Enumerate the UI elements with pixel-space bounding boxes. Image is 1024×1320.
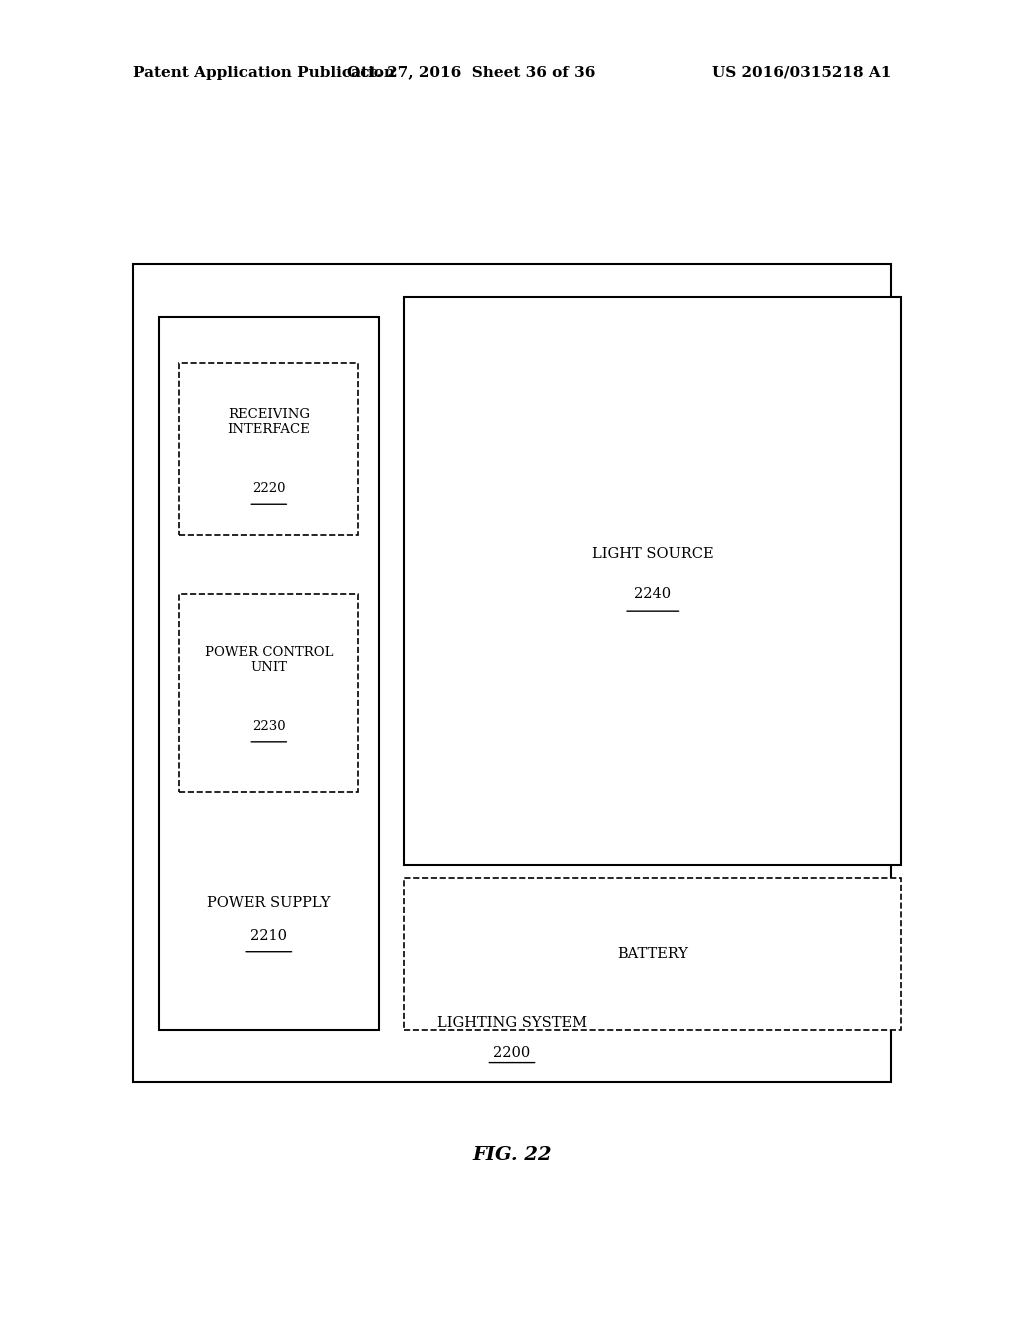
Text: 2240: 2240 — [634, 587, 672, 601]
Bar — [179, 594, 358, 792]
Text: FIG. 22: FIG. 22 — [472, 1146, 552, 1164]
Text: 2220: 2220 — [252, 482, 286, 495]
Text: Oct. 27, 2016  Sheet 36 of 36: Oct. 27, 2016 Sheet 36 of 36 — [347, 66, 595, 79]
Text: RECEIVING
INTERFACE: RECEIVING INTERFACE — [227, 408, 310, 437]
Bar — [159, 317, 379, 1030]
Text: LIGHT SOURCE: LIGHT SOURCE — [592, 548, 714, 561]
Text: Patent Application Publication: Patent Application Publication — [133, 66, 395, 79]
Text: 2210: 2210 — [250, 929, 288, 942]
Bar — [133, 264, 891, 1082]
Text: BATTERY: BATTERY — [617, 946, 688, 961]
Text: US 2016/0315218 A1: US 2016/0315218 A1 — [712, 66, 891, 79]
Text: POWER SUPPLY: POWER SUPPLY — [207, 896, 331, 909]
Bar — [179, 363, 358, 535]
Bar — [404, 878, 901, 1030]
Text: LIGHTING SYSTEM: LIGHTING SYSTEM — [437, 1016, 587, 1030]
Text: 2200: 2200 — [494, 1047, 530, 1060]
Text: 2230: 2230 — [252, 719, 286, 733]
Bar — [404, 297, 901, 865]
Text: POWER CONTROL
UNIT: POWER CONTROL UNIT — [205, 645, 333, 675]
